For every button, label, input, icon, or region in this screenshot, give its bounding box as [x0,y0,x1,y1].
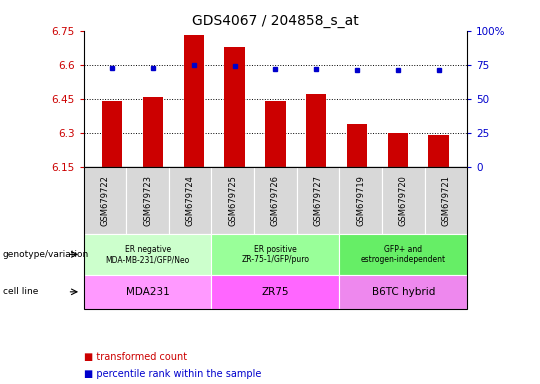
Bar [102,101,123,167]
Title: GDS4067 / 204858_s_at: GDS4067 / 204858_s_at [192,14,359,28]
Text: GSM679725: GSM679725 [228,175,237,226]
Text: GSM679720: GSM679720 [399,175,408,226]
Text: ER negative
MDA-MB-231/GFP/Neo: ER negative MDA-MB-231/GFP/Neo [105,245,190,264]
Text: GFP+ and
estrogen-independent: GFP+ and estrogen-independent [361,245,446,264]
Text: genotype/variation: genotype/variation [3,250,89,259]
Text: B6TC hybrid: B6TC hybrid [372,287,435,297]
Text: GSM679724: GSM679724 [186,175,195,226]
Text: GSM679719: GSM679719 [356,175,365,226]
Bar [388,133,408,167]
Text: ZR75: ZR75 [262,287,289,297]
Text: ■ transformed count: ■ transformed count [84,352,187,362]
Text: MDA231: MDA231 [126,287,170,297]
Bar [347,124,367,167]
Bar [184,35,204,167]
Text: ER positive
ZR-75-1/GFP/puro: ER positive ZR-75-1/GFP/puro [241,245,309,264]
Text: GSM679726: GSM679726 [271,175,280,226]
Text: cell line: cell line [3,287,38,296]
Text: GSM679721: GSM679721 [441,175,450,226]
Text: GSM679723: GSM679723 [143,175,152,226]
Bar [265,101,286,167]
Text: GSM679722: GSM679722 [100,175,110,226]
Bar [225,46,245,167]
Bar [306,94,326,167]
Bar [428,135,449,167]
Text: GSM679727: GSM679727 [314,175,322,226]
Text: ■ percentile rank within the sample: ■ percentile rank within the sample [84,369,261,379]
Bar [143,97,163,167]
